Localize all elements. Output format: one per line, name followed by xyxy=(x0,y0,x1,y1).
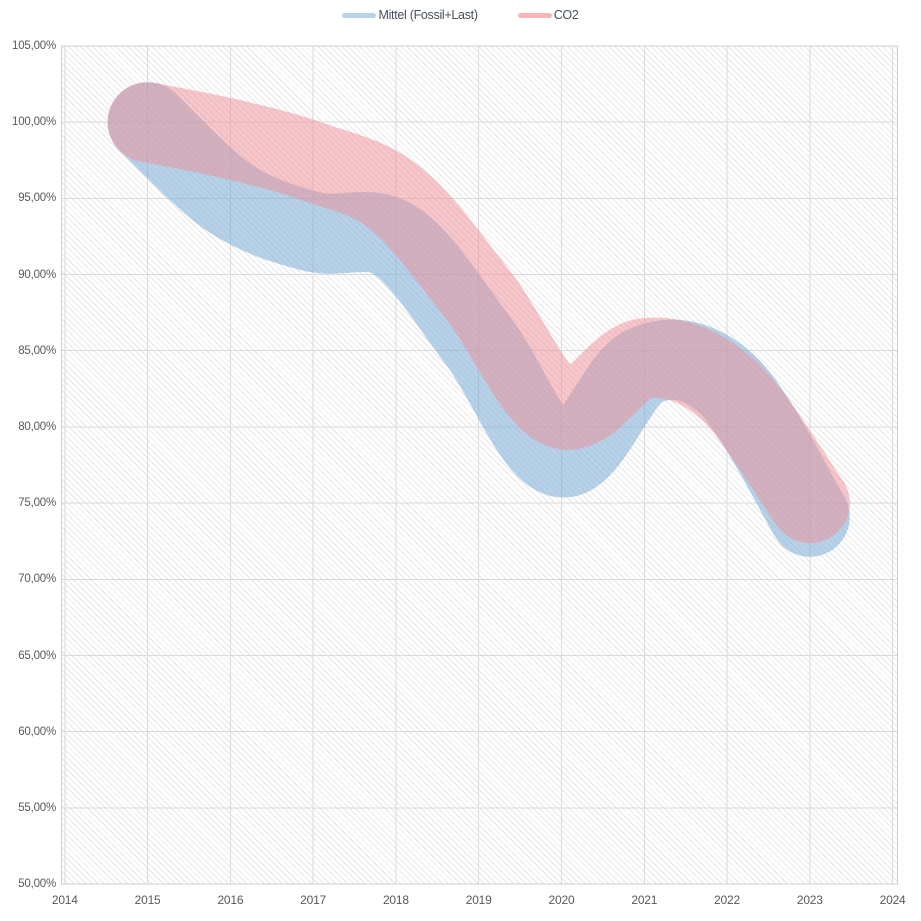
legend-item-co2[interactable]: CO2 xyxy=(517,8,579,22)
legend-item-mittel[interactable]: Mittel (Fossil+Last) xyxy=(342,8,478,22)
legend-label-co2: CO2 xyxy=(553,8,579,22)
legend-label-mittel: Mittel (Fossil+Last) xyxy=(378,8,478,22)
legend-swatch-mittel-icon xyxy=(342,12,377,18)
legend-swatch-co2-icon xyxy=(517,12,552,18)
plot-border xyxy=(61,45,898,885)
series-line-co2[interactable] xyxy=(107,82,850,544)
chart-legend: Mittel (Fossil+Last) CO2 xyxy=(0,8,921,22)
